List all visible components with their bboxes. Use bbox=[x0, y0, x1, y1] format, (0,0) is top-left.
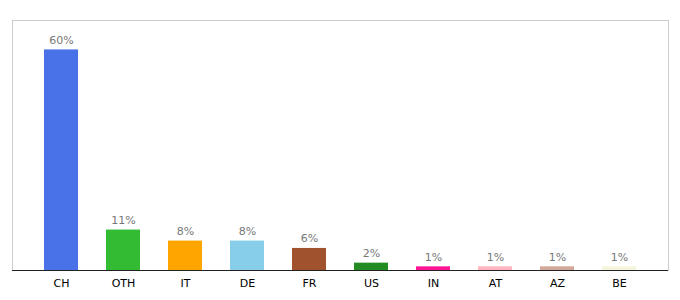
svg-text:60%: 60% bbox=[49, 34, 73, 47]
svg-text:AZ: AZ bbox=[550, 277, 566, 290]
svg-text:11%: 11% bbox=[111, 214, 135, 227]
svg-text:1%: 1% bbox=[487, 251, 504, 264]
svg-text:2%: 2% bbox=[363, 247, 380, 260]
svg-text:AT: AT bbox=[489, 277, 503, 290]
svg-text:FR: FR bbox=[303, 277, 317, 290]
svg-text:1%: 1% bbox=[425, 251, 442, 264]
svg-text:IT: IT bbox=[181, 277, 191, 290]
svg-text:8%: 8% bbox=[239, 225, 256, 238]
svg-text:1%: 1% bbox=[549, 251, 566, 264]
svg-text:OTH: OTH bbox=[112, 277, 136, 290]
svg-text:DE: DE bbox=[240, 277, 255, 290]
svg-text:CH: CH bbox=[54, 277, 70, 290]
svg-text:1%: 1% bbox=[611, 251, 628, 264]
svg-text:IN: IN bbox=[428, 277, 439, 290]
svg-text:BE: BE bbox=[612, 277, 627, 290]
svg-text:6%: 6% bbox=[301, 232, 318, 245]
svg-text:US: US bbox=[364, 277, 379, 290]
svg-text:8%: 8% bbox=[177, 225, 194, 238]
